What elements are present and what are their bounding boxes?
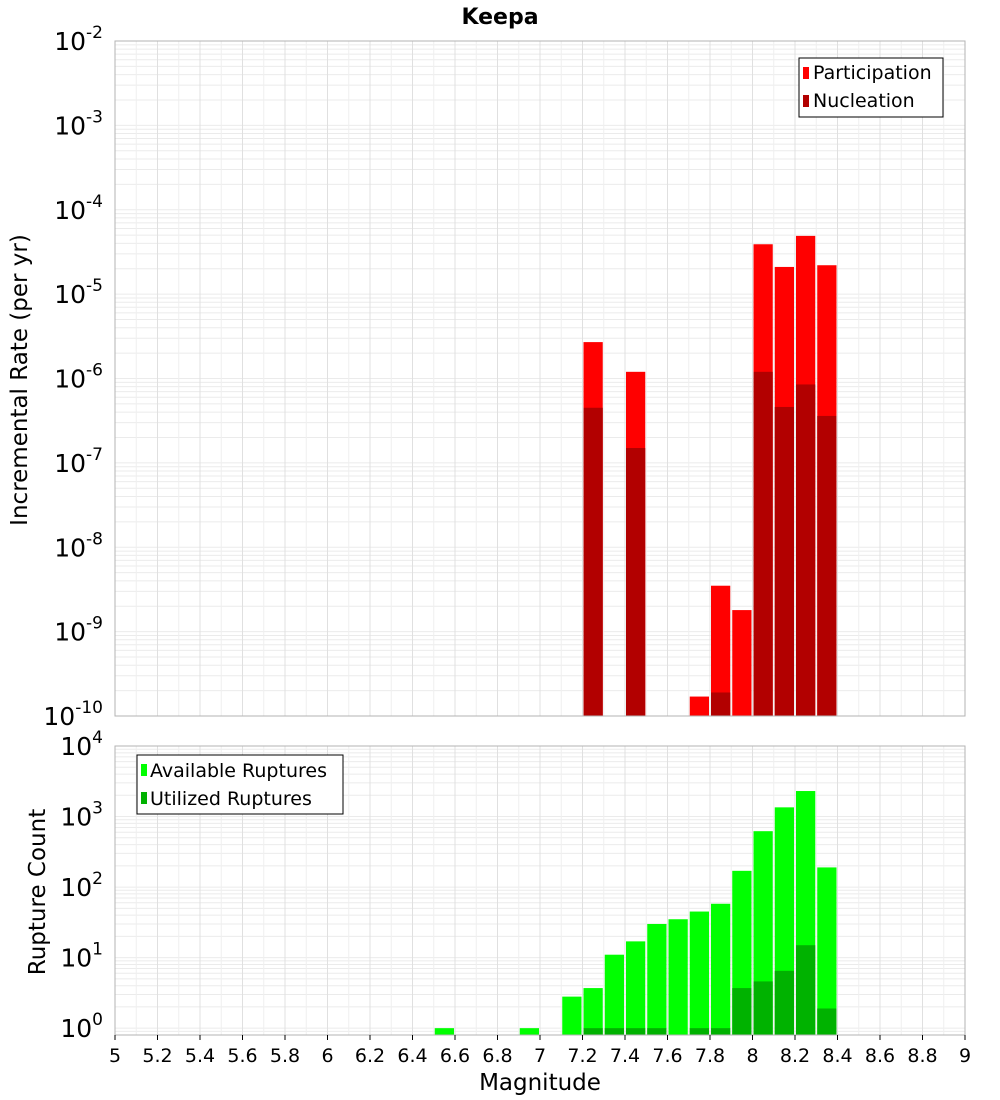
x-tick-label: 6.4	[397, 1045, 427, 1067]
legend-swatch-available	[141, 764, 147, 776]
x-tick-label: 8.8	[907, 1045, 937, 1067]
top-bar-nucleation	[774, 406, 794, 716]
top-bar-nucleation	[817, 415, 837, 716]
top-bar-nucleation	[626, 448, 646, 716]
x-tick-label: 8.4	[822, 1045, 852, 1067]
top-y-tick-label: 10-9	[54, 614, 103, 647]
x-tick-label: 7.6	[652, 1045, 682, 1067]
top-bar-participation	[732, 610, 752, 716]
x-tick-label: 7	[534, 1045, 546, 1067]
bottom-bar-available-ruptures	[583, 988, 603, 1035]
x-tick-label: 6.2	[355, 1045, 385, 1067]
top-legend-box	[798, 57, 944, 118]
legend-label-utilized: Utilized Ruptures	[150, 788, 312, 810]
x-tick-label: 6.8	[482, 1045, 512, 1067]
bottom-bar-available-ruptures	[604, 954, 624, 1035]
bottom-bar-available-ruptures	[711, 903, 731, 1035]
bottom-y-tick-label: 100	[60, 1010, 103, 1043]
legend-label-available: Available Ruptures	[150, 760, 327, 782]
top-bar-nucleation	[753, 371, 773, 716]
x-tick-label: 5.4	[185, 1045, 215, 1067]
bottom-bar-available-ruptures	[668, 919, 688, 1035]
bottom-y-tick-label: 103	[60, 799, 103, 832]
bottom-bar-available-ruptures	[519, 1028, 539, 1035]
top-bar-nucleation	[796, 384, 816, 716]
bottom-bar-utilized-ruptures	[647, 1028, 667, 1035]
x-tick-label: 8	[746, 1045, 758, 1067]
x-tick-label: 6	[321, 1045, 333, 1067]
top-y-tick-label: 10-7	[54, 445, 103, 478]
legend-label-participation: Participation	[813, 62, 932, 84]
bottom-panel: 100 101 102 103 104 5 5.2 5.4 5.6 5.8 6 6.2 6.4 6.6 6…	[25, 728, 971, 1096]
bottom-bar-utilized-ruptures	[796, 945, 816, 1035]
bottom-y-tick-label: 101	[60, 940, 103, 973]
x-tick-label: 5.2	[142, 1045, 172, 1067]
x-tick-label: 9	[959, 1045, 971, 1067]
bottom-bar-available-ruptures	[562, 996, 582, 1035]
x-tick-label: 8.6	[865, 1045, 895, 1067]
legend-swatch-utilized	[141, 792, 147, 804]
bottom-bar-utilized-ruptures	[711, 1028, 731, 1035]
top-bar-nucleation	[583, 407, 603, 716]
bottom-bar-utilized-ruptures	[732, 988, 752, 1035]
bottom-bar-utilized-ruptures	[817, 1008, 837, 1035]
x-tick-label: 8.2	[780, 1045, 810, 1067]
top-y-axis-label: Incremental Rate (per yr)	[7, 234, 33, 526]
top-y-tick-label: 10-3	[54, 107, 103, 140]
bottom-bar-utilized-ruptures	[604, 1028, 624, 1035]
bottom-bar-utilized-ruptures	[583, 1028, 603, 1035]
bottom-bar-available-ruptures	[626, 941, 646, 1035]
x-tick-label: 7.8	[695, 1045, 725, 1067]
top-y-tick-label: 10-2	[54, 23, 103, 56]
x-tick-label: 5	[109, 1045, 121, 1067]
bottom-legend: Available Ruptures Utilized Ruptures	[136, 754, 344, 815]
bottom-bar-utilized-ruptures	[689, 1028, 709, 1035]
bottom-bar-utilized-ruptures	[753, 981, 773, 1035]
bottom-y-tick-label: 104	[60, 728, 103, 761]
top-y-tick-label: 10-6	[54, 361, 103, 394]
top-bar-nucleation	[711, 692, 731, 716]
top-legend: Participation Nucleation	[798, 57, 944, 118]
x-tick-label: 5.8	[270, 1045, 300, 1067]
bottom-bar-available-ruptures	[647, 923, 667, 1035]
x-tick-label: 6.6	[440, 1045, 470, 1067]
bottom-bar-utilized-ruptures	[774, 970, 794, 1035]
top-y-tick-label: 10-5	[54, 276, 103, 309]
legend-swatch-participation	[803, 67, 809, 79]
bottom-bar-utilized-ruptures	[626, 1028, 646, 1035]
top-panel: 10-10 10-9 10-8 10-7 10-6 10-5 10-4 10-3 10-2 In…	[7, 23, 966, 731]
x-tick-label: 7.4	[610, 1045, 640, 1067]
bottom-bar-available-ruptures	[689, 911, 709, 1035]
bottom-bar-available-ruptures	[434, 1028, 454, 1035]
top-y-tick-label: 10-4	[54, 192, 103, 225]
bottom-y-axis-label: Rupture Count	[25, 809, 51, 975]
top-bar-participation	[689, 696, 709, 716]
legend-label-nucleation: Nucleation	[813, 90, 915, 112]
chart-title: Keepa	[461, 5, 538, 30]
legend-swatch-nucleation	[803, 95, 809, 107]
bottom-legend-box	[136, 754, 344, 815]
top-bar-participation	[711, 585, 731, 716]
bottom-bar-available-ruptures	[817, 867, 837, 1035]
x-axis-label: Magnitude	[479, 1070, 601, 1096]
bottom-y-tick-label: 102	[60, 869, 103, 902]
top-y-tick-label: 10-10	[43, 698, 103, 731]
x-tick-label: 5.6	[227, 1045, 257, 1067]
top-plot-frame	[114, 40, 966, 717]
top-y-tick-label: 10-8	[54, 529, 103, 562]
x-tick-label: 7.2	[567, 1045, 597, 1067]
